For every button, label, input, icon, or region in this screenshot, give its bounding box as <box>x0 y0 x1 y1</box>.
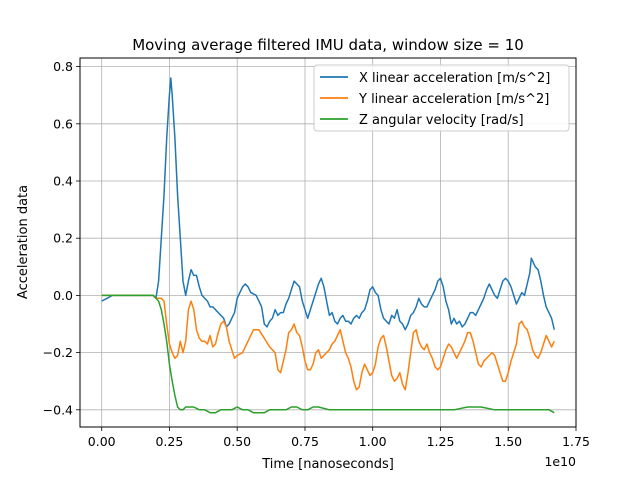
y-tick-label: −0.2 <box>43 345 73 360</box>
x-tick-label: 1.75 <box>562 434 590 449</box>
series-line-2 <box>101 294 555 391</box>
series-lines <box>101 77 556 414</box>
y-axis-label: Acceleration data <box>16 185 31 299</box>
y-tick-label: 0.0 <box>53 288 73 303</box>
x-axis-label: Time [nanoseconds] <box>261 457 394 472</box>
legend-label-2: Y linear acceleration [m/s^2] <box>358 92 549 107</box>
legend-label-3: Z angular velocity [rad/s] <box>359 113 524 128</box>
x-tick-label: 1.50 <box>494 434 522 449</box>
legend: X linear acceleration [m/s^2] Y linear ac… <box>313 64 570 132</box>
x-tick-label: 0.50 <box>223 434 251 449</box>
x-axis-offset: 1e10 <box>544 454 576 469</box>
x-tick-label: 1.00 <box>359 434 387 449</box>
y-tick-label: 0.2 <box>53 231 73 246</box>
y-tick-label: 0.6 <box>53 116 73 131</box>
plot-frame <box>79 57 577 428</box>
chart-title: Moving average filtered IMU data, window… <box>132 36 524 54</box>
x-tick-label: 0.75 <box>291 434 319 449</box>
x-tick-label: 0.00 <box>88 434 116 449</box>
series-line-3 <box>101 294 555 414</box>
legend-label-1: X linear acceleration [m/s^2] <box>359 71 550 86</box>
series-line-1 <box>101 77 556 331</box>
legend-box <box>313 64 570 132</box>
y-tick-label: −0.4 <box>43 402 73 417</box>
x-tick-label: 1.25 <box>427 434 455 449</box>
y-tick-label: 0.4 <box>53 174 73 189</box>
x-tick-label: 0.25 <box>155 434 183 449</box>
ticks: 0.00 0.25 0.50 0.75 1.00 1.25 1.50 1.75 −0.4 −0.2… <box>43 59 590 449</box>
y-tick-label: 0.8 <box>53 59 73 74</box>
